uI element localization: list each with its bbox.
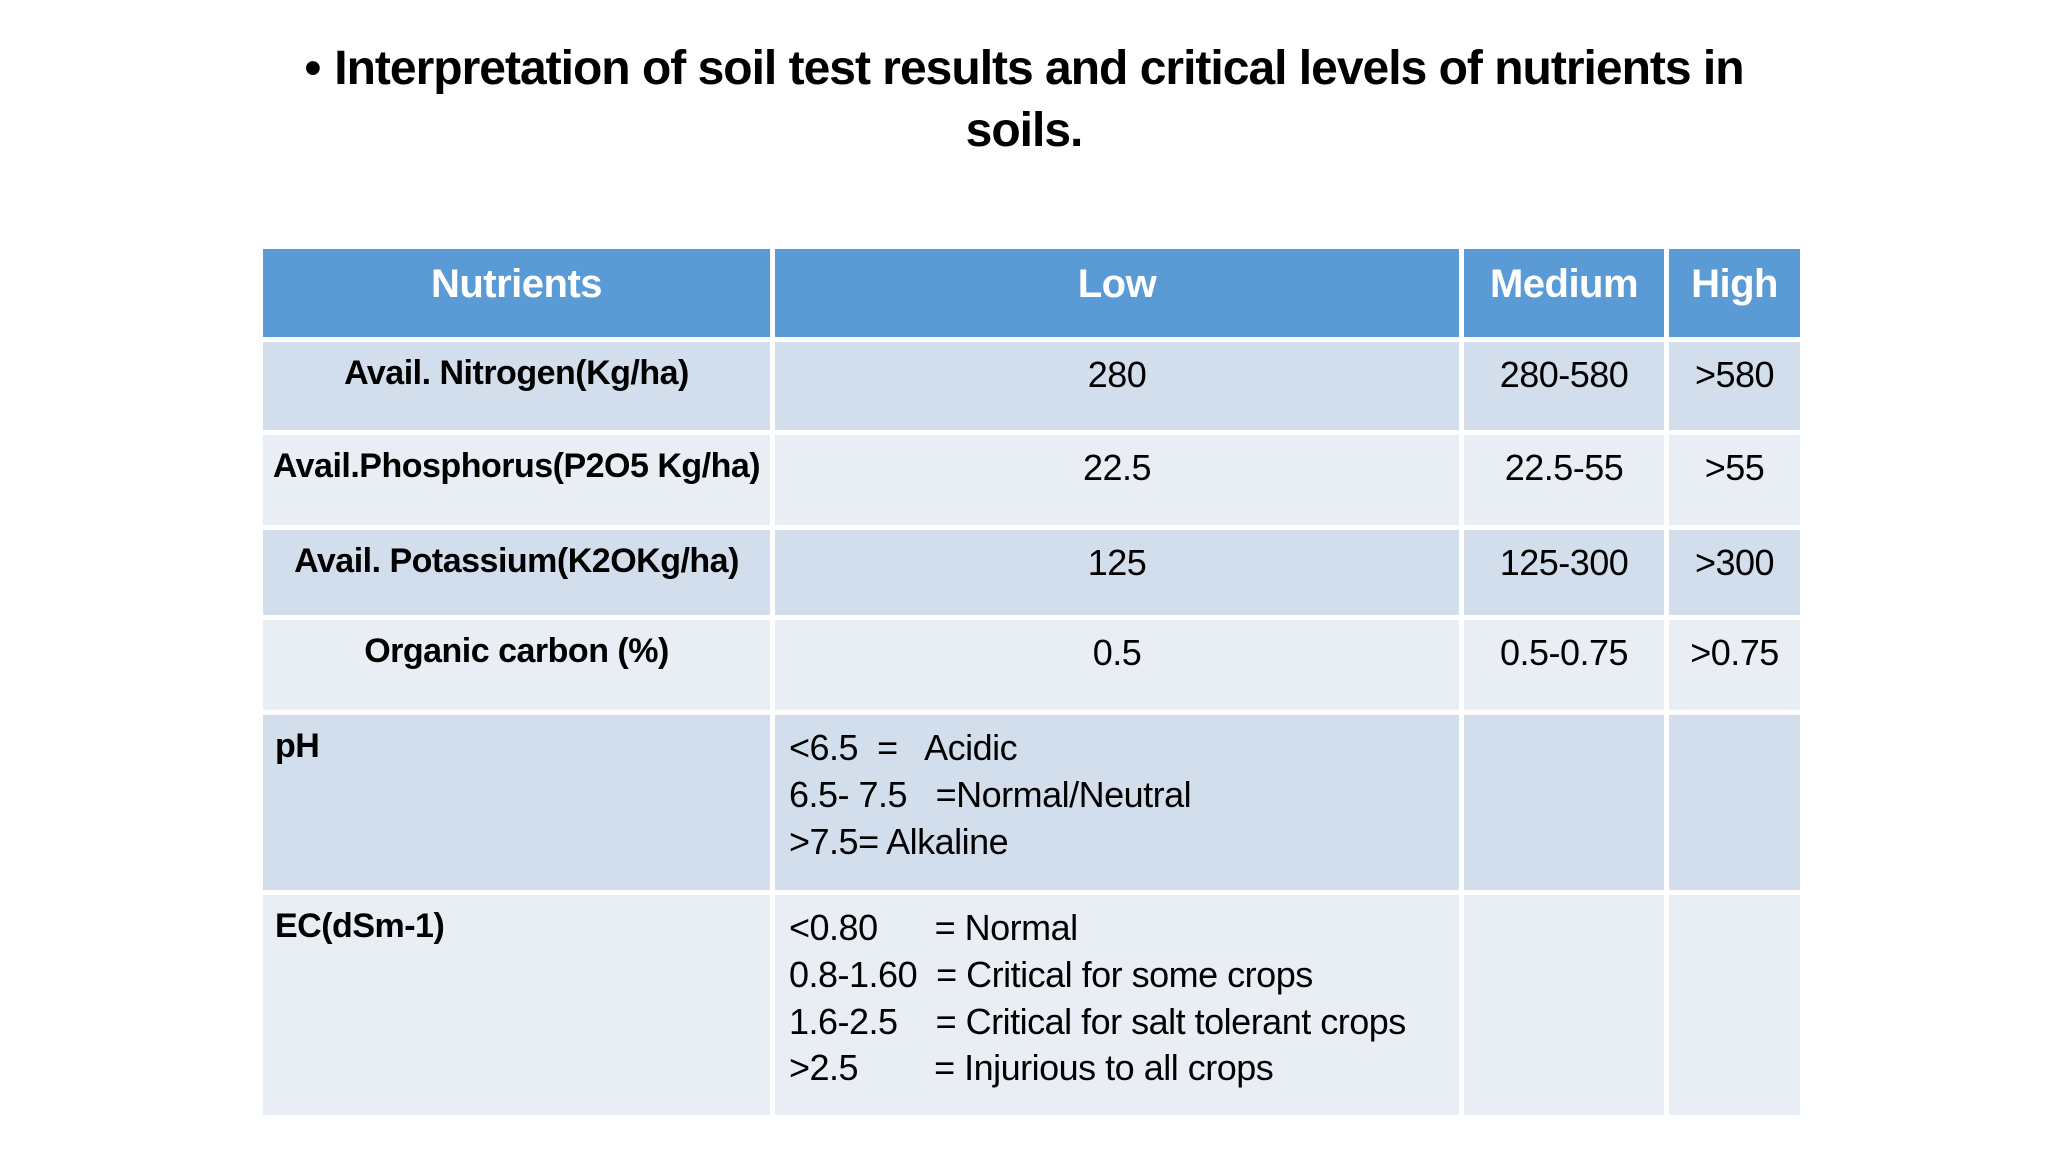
low-value: 22.5 xyxy=(775,435,1459,525)
medium-value: 125-300 xyxy=(1464,530,1664,615)
low-value: 280 xyxy=(775,342,1459,430)
table-row-organic-carbon: Organic carbon (%) 0.5 0.5-0.75 >0.75 xyxy=(263,620,1800,710)
high-value xyxy=(1669,895,1800,1115)
title-bullet: • xyxy=(304,42,321,95)
column-header-low: Low xyxy=(775,249,1459,337)
low-value: <0.80 = Normal 0.8-1.60 = Critical for s… xyxy=(775,895,1459,1115)
table-header-row: Nutrients Low Medium High xyxy=(263,249,1800,337)
table-row-ec: EC(dSm-1) <0.80 = Normal 0.8-1.60 = Crit… xyxy=(263,895,1800,1115)
nutrient-name: Organic carbon (%) xyxy=(263,620,770,710)
nutrient-name: Avail. Nitrogen(Kg/ha) xyxy=(263,342,770,430)
title-text: Interpretation of soil test results and … xyxy=(334,42,1744,157)
high-value: >0.75 xyxy=(1669,620,1800,710)
slide-title: • Interpretation of soil test results and… xyxy=(274,38,1774,162)
medium-value: 280-580 xyxy=(1464,342,1664,430)
high-value: >300 xyxy=(1669,530,1800,615)
column-header-high: High xyxy=(1669,249,1800,337)
medium-value xyxy=(1464,715,1664,890)
nutrient-name: EC(dSm-1) xyxy=(263,895,770,1115)
low-value: 0.5 xyxy=(775,620,1459,710)
nutrient-name: Avail.Phosphorus(P2O5 Kg/ha) xyxy=(263,435,770,525)
low-value: <6.5 = Acidic 6.5- 7.5 =Normal/Neutral >… xyxy=(775,715,1459,890)
column-header-nutrients: Nutrients xyxy=(263,249,770,337)
table-row-ph: pH <6.5 = Acidic 6.5- 7.5 =Normal/Neutra… xyxy=(263,715,1800,890)
table-row-phosphorus: Avail.Phosphorus(P2O5 Kg/ha) 22.5 22.5-5… xyxy=(263,435,1800,525)
table-row-potassium: Avail. Potassium(K2OKg/ha) 125 125-300 >… xyxy=(263,530,1800,615)
soil-test-table: Nutrients Low Medium High Avail. Nitroge… xyxy=(258,244,1805,1120)
table-row-nitrogen: Avail. Nitrogen(Kg/ha) 280 280-580 >580 xyxy=(263,342,1800,430)
nutrient-name: Avail. Potassium(K2OKg/ha) xyxy=(263,530,770,615)
high-value xyxy=(1669,715,1800,890)
column-header-medium: Medium xyxy=(1464,249,1664,337)
medium-value: 22.5-55 xyxy=(1464,435,1664,525)
medium-value: 0.5-0.75 xyxy=(1464,620,1664,710)
high-value: >580 xyxy=(1669,342,1800,430)
medium-value xyxy=(1464,895,1664,1115)
low-value: 125 xyxy=(775,530,1459,615)
high-value: >55 xyxy=(1669,435,1800,525)
nutrient-name: pH xyxy=(263,715,770,890)
